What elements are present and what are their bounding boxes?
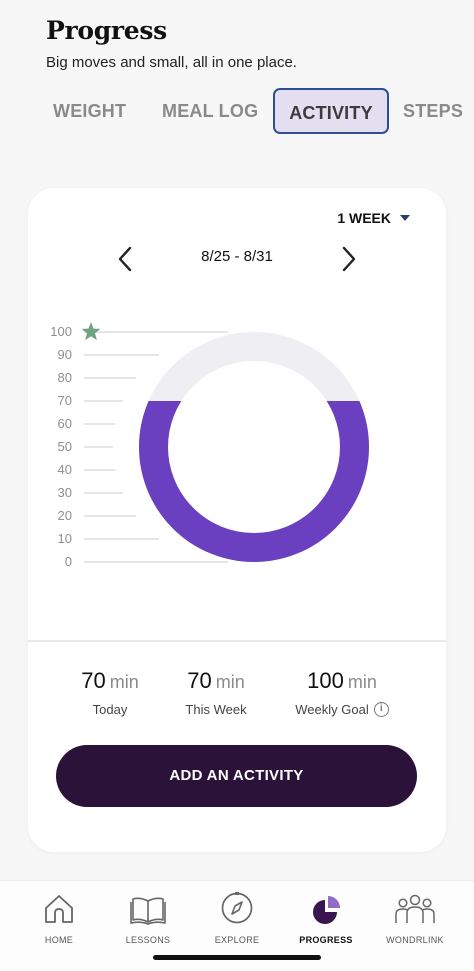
nav-item-progress[interactable]: PROGRESS <box>281 881 371 945</box>
stat-unit: min <box>347 672 377 692</box>
page-title: Progress <box>46 16 167 45</box>
chevron-left-icon <box>118 246 132 272</box>
scale-tick-label: 70 <box>58 393 72 408</box>
nav-label: HOME <box>44 935 74 945</box>
add-activity-button[interactable]: ADD AN ACTIVITY <box>56 745 417 807</box>
stat-value: 70 <box>187 668 212 693</box>
stat-label: Today <box>92 702 128 717</box>
scale-tick-label: 30 <box>58 485 72 500</box>
stat-weekly-goal: 100 min Weekly Goal i <box>284 668 400 717</box>
scale-tick-label: 10 <box>58 531 72 546</box>
nav-item-home[interactable]: HOME <box>14 881 104 945</box>
tab-weight[interactable]: WEIGHT <box>53 101 127 121</box>
tab-activity[interactable]: ACTIVITY <box>273 88 389 134</box>
gauge-fill <box>139 401 369 562</box>
home-icon <box>14 881 104 925</box>
nav-label: PROGRESS <box>299 935 353 945</box>
card-divider <box>28 640 446 642</box>
nav-label: LESSONS <box>125 935 171 945</box>
range-label: 1 WEEK <box>337 210 391 226</box>
scale-tick-label: 80 <box>58 370 72 385</box>
scale-tick-label: 90 <box>58 347 72 362</box>
community-icon <box>370 881 460 925</box>
stat-today: 70 min Today <box>68 668 152 717</box>
next-week-button[interactable] <box>334 244 364 274</box>
nav-item-explore[interactable]: EXPLORE <box>192 881 282 945</box>
nav-label: WONDRLINK <box>386 935 444 945</box>
scale-tick-label: 0 <box>65 554 72 568</box>
tab-steps[interactable]: STEPS <box>403 101 464 121</box>
scale-tick-label: 50 <box>58 439 72 454</box>
chevron-right-icon <box>342 246 356 272</box>
range-dropdown[interactable]: 1 WEEK <box>337 210 410 226</box>
stat-label: Weekly Goal <box>295 702 369 717</box>
pie-chart-icon <box>281 881 371 925</box>
activity-card: 1 WEEK 8/25 - 8/31 100 90 80 70 60 50 40 30 20 10… <box>28 188 446 852</box>
tab-meal-log[interactable]: MEAL LOG <box>162 101 259 121</box>
stat-value: 100 <box>307 668 344 693</box>
compass-icon <box>192 881 282 925</box>
caret-down-icon <box>400 215 410 221</box>
stat-unit: min <box>109 672 139 692</box>
stat-label: This Week <box>185 702 247 717</box>
scale-tick-label: 100 <box>50 324 72 339</box>
page-subtitle: Big moves and small, all in one place. <box>46 54 297 71</box>
nav-label: EXPLORE <box>214 935 260 945</box>
home-indicator <box>153 955 321 960</box>
stat-label-row: Weekly Goal i <box>284 702 400 717</box>
stat-unit: min <box>215 672 245 692</box>
nav-item-wondrlink[interactable]: WONDRLINK <box>370 881 460 945</box>
scale-tick-label: 40 <box>58 462 72 477</box>
nav-item-lessons[interactable]: LESSONS <box>103 881 193 945</box>
date-range: 8/25 - 8/31 <box>201 248 273 265</box>
previous-week-button[interactable] <box>110 244 140 274</box>
stat-this-week: 70 min This Week <box>172 668 260 717</box>
stat-value: 70 <box>81 668 106 693</box>
progress-tabs: WEIGHT MEAL LOG ACTIVITY STEPS <box>0 88 474 136</box>
book-icon <box>103 881 193 925</box>
info-icon[interactable]: i <box>373 702 389 717</box>
page-header: Progress Big moves and small, all in one… <box>46 16 297 71</box>
goal-star-icon <box>81 322 101 341</box>
scale-tick-label: 20 <box>58 508 72 523</box>
scale-tick-label: 60 <box>58 416 72 431</box>
